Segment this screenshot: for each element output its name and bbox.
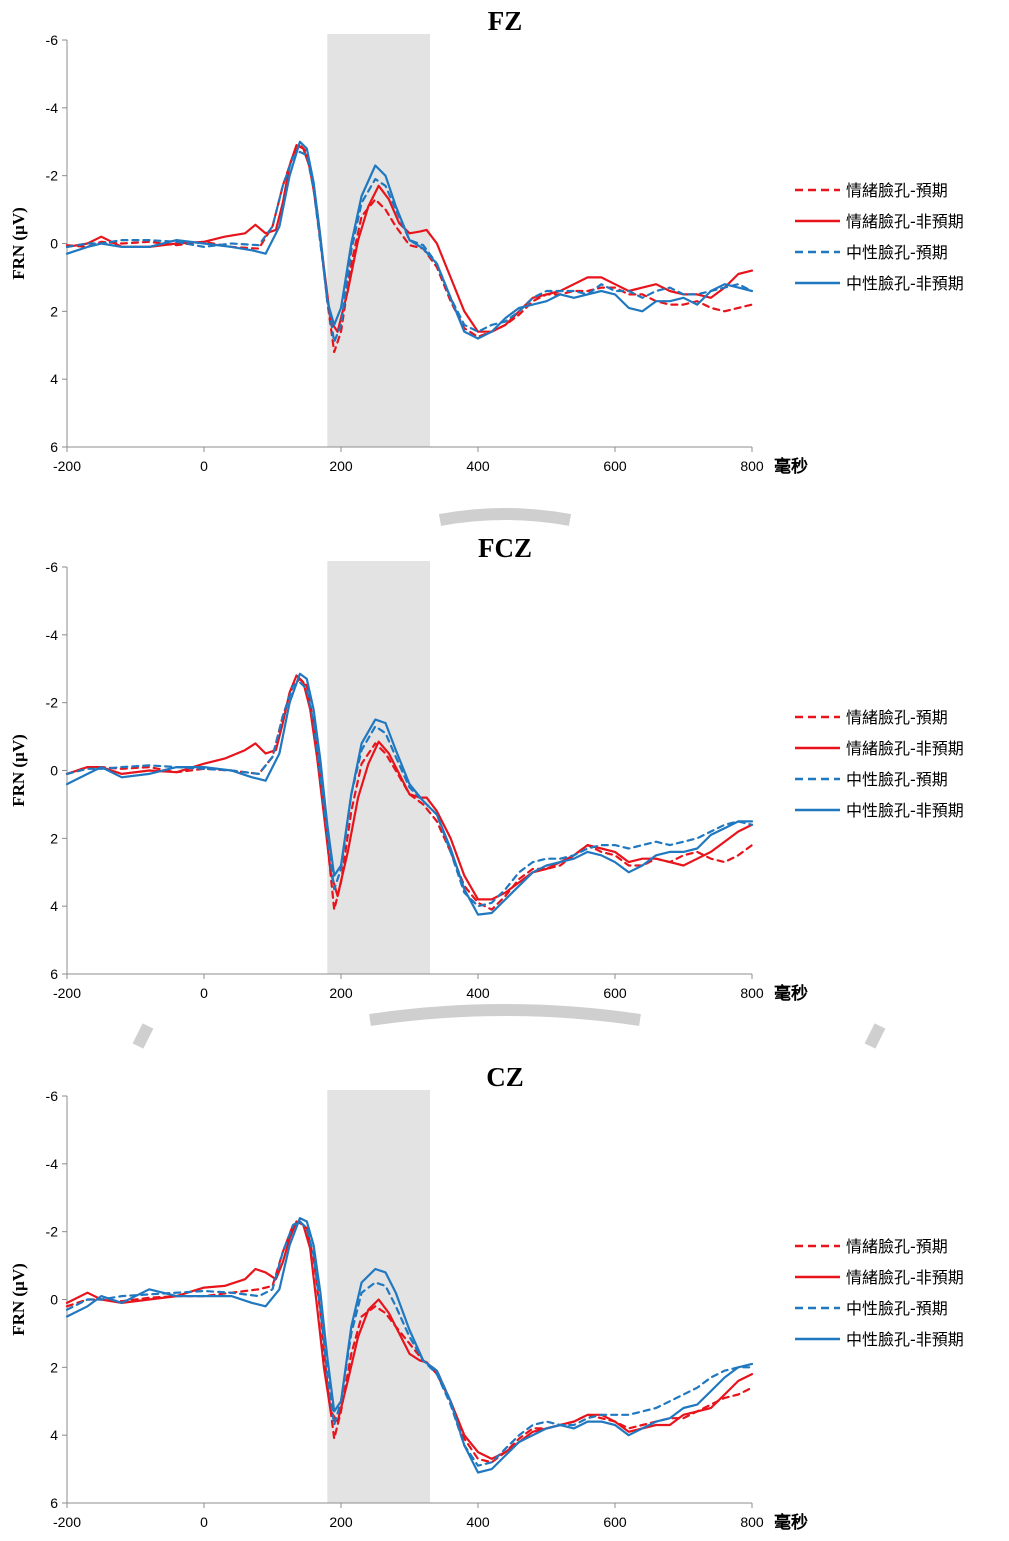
chart-title: FCZ xyxy=(478,533,532,563)
shaded-window xyxy=(327,1090,431,1503)
y-tick-label: -6 xyxy=(46,32,59,48)
x-tick-label: 800 xyxy=(740,458,764,474)
y-axis-label: FRN (µV) xyxy=(9,207,28,280)
x-tick-label: 0 xyxy=(200,1514,208,1530)
legend-label: 中性臉孔-預期 xyxy=(846,1299,948,1318)
y-tick-label: -4 xyxy=(46,1156,59,1172)
x-tick-label: 400 xyxy=(466,1514,490,1530)
chart-title: CZ xyxy=(486,1062,524,1092)
y-tick-label: -2 xyxy=(46,695,59,711)
y-tick-label: 0 xyxy=(50,763,58,779)
x-tick-label: 200 xyxy=(329,985,353,1001)
y-tick-label: -4 xyxy=(46,100,59,116)
legend-item: 情緒臉孔-非預期 xyxy=(795,739,964,758)
chart-panel-fcz: FCZ -6 -4 -2 0 2 4 6 -200 0 200 400 600 800 毫秒 FRN (µV)… xyxy=(9,533,964,1004)
x-tick-label: -200 xyxy=(53,458,81,474)
y-tick-label: -6 xyxy=(46,1088,59,1104)
series-line-1 xyxy=(65,674,754,901)
legend-item: 中性臉孔-預期 xyxy=(795,1299,948,1318)
x-tick-label: 600 xyxy=(603,985,627,1001)
y-tick-label: 2 xyxy=(50,303,58,319)
shaded-window xyxy=(327,34,431,447)
legend-item: 情緒臉孔-預期 xyxy=(795,181,948,200)
watermark-slash-right xyxy=(864,1023,886,1049)
shaded-window xyxy=(327,561,431,974)
x-tick-label: 200 xyxy=(329,458,353,474)
y-tick-label: -4 xyxy=(46,627,59,643)
chart-panel-cz: CZ -6 -4 -2 0 2 4 6 -200 0 200 400 600 800 毫秒 FRN (µV) 情… xyxy=(9,1062,964,1533)
legend-label: 中性臉孔-預期 xyxy=(846,243,948,262)
legend-item: 中性臉孔-非預期 xyxy=(795,801,964,820)
y-tick-label: 6 xyxy=(50,1495,58,1511)
y-tick-label: 6 xyxy=(50,966,58,982)
watermark-arc-mid xyxy=(369,1004,641,1026)
x-tick-label: 600 xyxy=(603,1514,627,1530)
legend-label: 情緒臉孔-預期 xyxy=(846,181,948,200)
legend-item: 中性臉孔-非預期 xyxy=(795,274,964,293)
legend-label: 情緒臉孔-非預期 xyxy=(846,1268,964,1287)
x-tick-label: 800 xyxy=(740,1514,764,1530)
watermark xyxy=(132,508,886,1049)
y-tick-label: 0 xyxy=(50,1292,58,1308)
y-tick-label: 6 xyxy=(50,439,58,455)
series-line-0 xyxy=(65,1220,754,1464)
series-line-2 xyxy=(65,1220,754,1467)
x-tick-label: -200 xyxy=(53,985,81,1001)
legend-item: 中性臉孔-非預期 xyxy=(795,1330,964,1349)
legend-item: 情緒臉孔-非預期 xyxy=(795,1268,964,1287)
legend-item: 情緒臉孔-預期 xyxy=(795,708,948,727)
legend-label: 中性臉孔-非預期 xyxy=(846,1330,964,1349)
y-tick-label: 4 xyxy=(50,898,58,914)
chart-panel-fz: FZ -6 -4 -2 0 2 4 6 -200 0 200 400 600 800 毫秒 FRN (µV) 情… xyxy=(9,6,964,477)
legend-label: 中性臉孔-非預期 xyxy=(846,274,964,293)
x-axis-unit-label: 毫秒 xyxy=(774,1512,808,1533)
y-axis-label: FRN (µV) xyxy=(9,1263,28,1336)
legend-item: 中性臉孔-預期 xyxy=(795,770,948,789)
watermark-arc-top xyxy=(438,508,572,526)
watermark-slash-left xyxy=(132,1023,154,1049)
legend-label: 情緒臉孔-非預期 xyxy=(846,739,964,758)
x-axis-unit-label: 毫秒 xyxy=(774,983,808,1004)
y-tick-label: -2 xyxy=(46,168,59,184)
legend-item: 中性臉孔-預期 xyxy=(795,243,948,262)
x-tick-label: 0 xyxy=(200,458,208,474)
x-tick-label: 600 xyxy=(603,458,627,474)
y-tick-label: 2 xyxy=(50,830,58,846)
legend-label: 情緒臉孔-非預期 xyxy=(846,212,964,231)
y-tick-label: -6 xyxy=(46,559,59,575)
y-tick-label: -2 xyxy=(46,1224,59,1240)
x-tick-label: -200 xyxy=(53,1514,81,1530)
legend-label: 情緒臉孔-預期 xyxy=(846,1237,948,1256)
series-line-3 xyxy=(65,672,754,916)
y-tick-label: 2 xyxy=(50,1359,58,1375)
y-axis-label: FRN (µV) xyxy=(9,734,28,807)
x-tick-label: 400 xyxy=(466,458,490,474)
series-line-0 xyxy=(65,144,754,354)
series-line-3 xyxy=(65,1216,754,1474)
series-line-1 xyxy=(65,1220,754,1461)
series-line-3 xyxy=(65,140,754,340)
legend-label: 情緒臉孔-預期 xyxy=(846,708,948,727)
series-line-2 xyxy=(65,150,754,343)
y-tick-label: 0 xyxy=(50,236,58,252)
x-tick-label: 0 xyxy=(200,985,208,1001)
legend-label: 中性臉孔-非預期 xyxy=(846,801,964,820)
x-axis-unit-label: 毫秒 xyxy=(774,456,808,477)
x-tick-label: 800 xyxy=(740,985,764,1001)
legend-label: 中性臉孔-預期 xyxy=(846,770,948,789)
chart-title: FZ xyxy=(488,6,523,36)
x-tick-label: 400 xyxy=(466,985,490,1001)
x-tick-label: 200 xyxy=(329,1514,353,1530)
legend-item: 情緒臉孔-非預期 xyxy=(795,212,964,231)
y-tick-label: 4 xyxy=(50,1427,58,1443)
legend-item: 情緒臉孔-預期 xyxy=(795,1237,948,1256)
y-tick-label: 4 xyxy=(50,371,58,387)
